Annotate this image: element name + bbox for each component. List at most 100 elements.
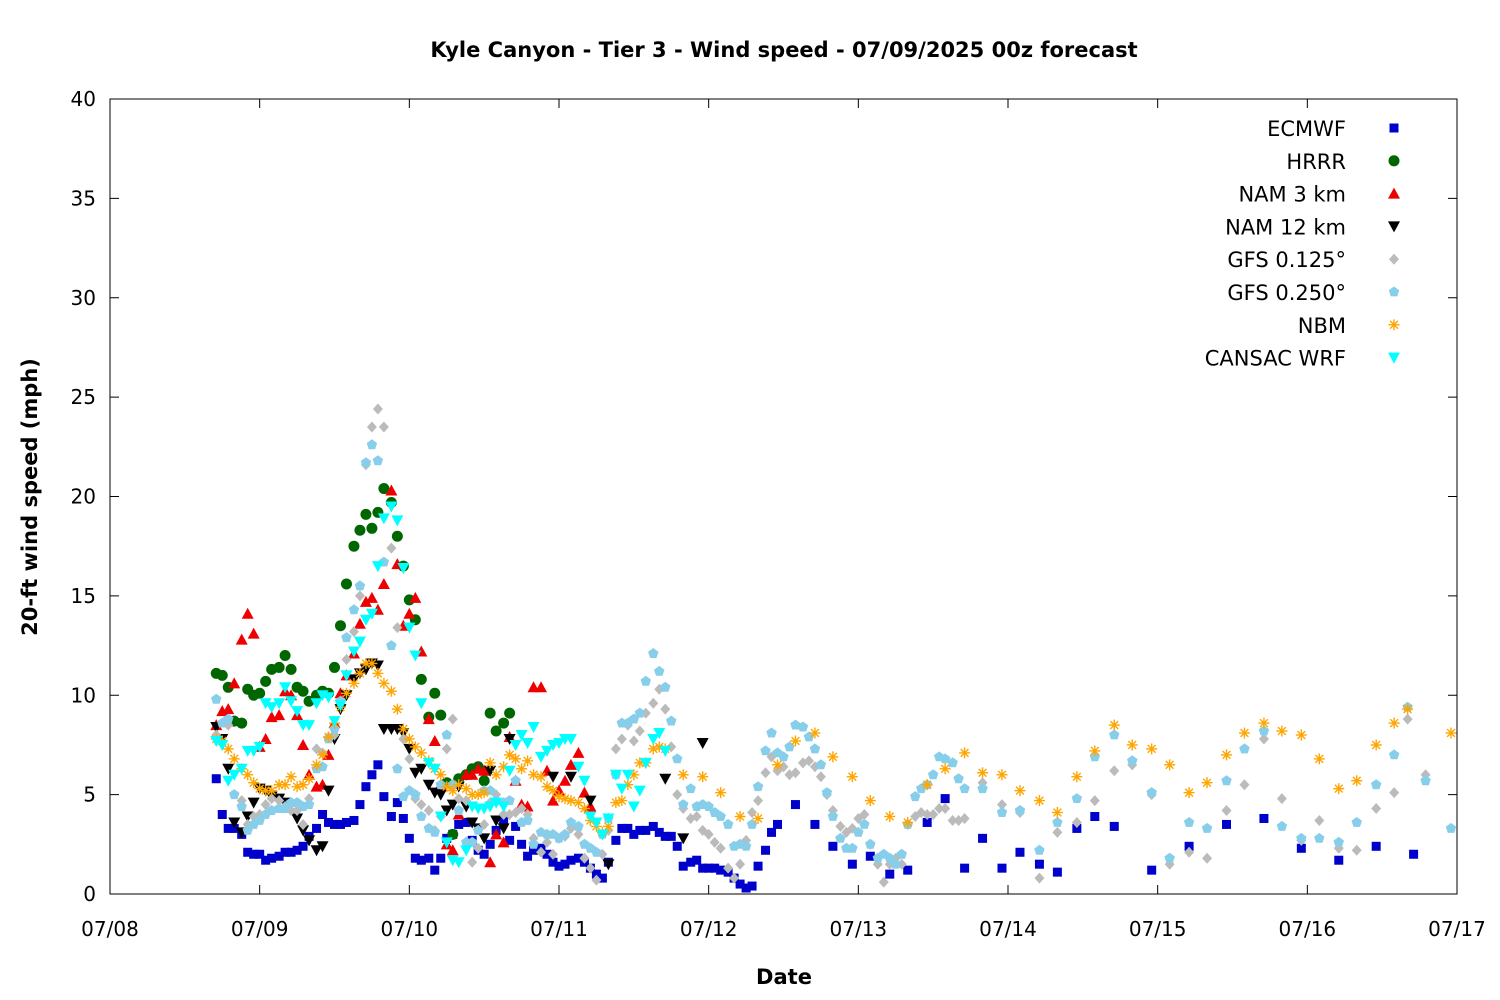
data-point [1202, 852, 1213, 864]
data-point [335, 819, 345, 829]
data-point [617, 823, 627, 833]
data-point [827, 751, 839, 763]
data-point [997, 863, 1007, 873]
y-tick-label: 25 [71, 385, 96, 409]
data-point [1014, 805, 1026, 815]
data-point [273, 698, 286, 710]
data-point [505, 835, 515, 845]
data-point [635, 825, 645, 835]
data-point [484, 757, 496, 769]
data-point [303, 773, 315, 785]
data-point [255, 849, 265, 859]
data-point [579, 852, 590, 864]
data-point [610, 743, 621, 755]
data-point [523, 851, 533, 861]
data-point [560, 859, 570, 869]
data-point [847, 842, 858, 853]
data-point [790, 800, 800, 810]
data-point [397, 723, 409, 735]
data-point [440, 805, 453, 817]
data-point [558, 774, 571, 786]
data-point [554, 861, 564, 871]
data-point [441, 781, 453, 793]
data-point [479, 818, 490, 830]
data-point [772, 759, 784, 771]
data-point [634, 725, 645, 737]
data-point [453, 805, 464, 815]
data-point [340, 687, 352, 699]
data-point [517, 839, 527, 849]
y-tick-label: 15 [71, 584, 96, 608]
data-point [572, 797, 584, 809]
data-point [274, 795, 285, 807]
data-point [260, 799, 271, 811]
legend-label: GFS 0.125° [1227, 248, 1346, 272]
data-point [896, 848, 907, 859]
data-point [497, 801, 510, 813]
data-point [259, 698, 272, 710]
data-point [222, 743, 234, 755]
data-point [360, 457, 372, 468]
data-point [428, 734, 441, 746]
x-tick-label: 07/12 [680, 917, 738, 941]
data-point [1276, 725, 1288, 737]
data-point [1333, 836, 1344, 847]
data-point [685, 783, 696, 794]
data-point [1108, 719, 1120, 731]
data-point [228, 753, 240, 765]
data-point [310, 698, 323, 710]
data-point [1071, 793, 1083, 803]
y-tick-label: 5 [83, 783, 96, 807]
data-point [247, 797, 260, 809]
data-point [322, 692, 335, 704]
data-point [859, 809, 870, 820]
data-point [378, 483, 390, 495]
data-point [484, 856, 497, 868]
data-point [243, 847, 253, 857]
data-point [297, 685, 309, 697]
data-point [490, 828, 503, 840]
data-point [409, 650, 422, 662]
data-point [766, 727, 777, 738]
data-point [279, 682, 292, 694]
data-point [578, 786, 591, 798]
data-point [441, 729, 452, 740]
data-point [260, 675, 272, 687]
data-point [921, 779, 933, 791]
data-point [633, 785, 646, 797]
data-point [447, 828, 459, 840]
data-point [1146, 787, 1157, 798]
data-point [216, 739, 229, 751]
data-point [328, 716, 341, 728]
data-point [648, 821, 658, 831]
data-point [452, 857, 465, 869]
data-point [1147, 865, 1157, 875]
data-point [367, 770, 377, 780]
data-point [1276, 793, 1287, 805]
data-point [1201, 777, 1213, 789]
series-nbm [210, 657, 1457, 838]
data-point [241, 811, 254, 823]
data-point [846, 771, 858, 783]
data-point [434, 811, 447, 823]
data-point [835, 832, 846, 843]
data-point [377, 513, 390, 525]
x-tick-label: 07/08 [81, 917, 139, 941]
data-point [1109, 729, 1120, 740]
data-point [672, 789, 683, 801]
data-point [490, 725, 502, 737]
data-point [378, 421, 389, 433]
data-point [573, 820, 584, 831]
data-point [242, 769, 254, 781]
data-point [348, 677, 360, 689]
data-point [447, 713, 458, 725]
data-point [602, 813, 615, 825]
data-point [254, 687, 266, 699]
data-point [640, 675, 651, 686]
data-point [573, 828, 584, 840]
data-point [490, 815, 503, 827]
legend: ECMWF HRRR NAM 3 km NAM 12 km GFS 0.125° GFS … [1205, 117, 1400, 371]
data-point [591, 869, 601, 879]
data-point [553, 791, 565, 803]
data-point [1089, 795, 1100, 807]
